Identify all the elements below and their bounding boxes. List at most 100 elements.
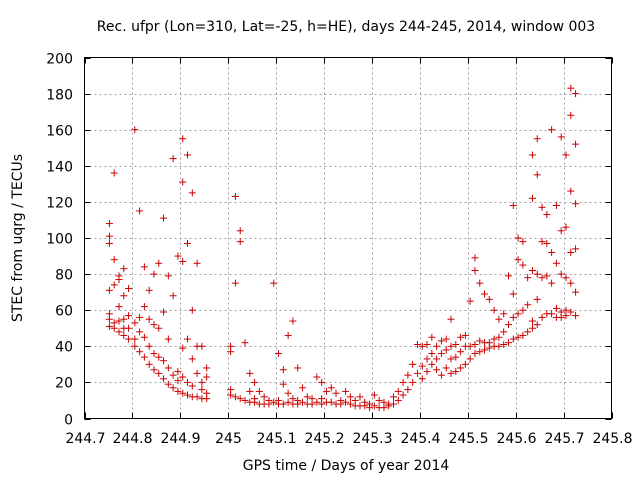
- data-point: [115, 317, 123, 325]
- data-point: [174, 377, 182, 385]
- data-point: [164, 380, 172, 388]
- y-tick-label: 100: [46, 232, 73, 248]
- data-point: [231, 279, 239, 287]
- data-point: [105, 286, 113, 294]
- data-point: [179, 373, 187, 381]
- y-tick-label: 180: [46, 88, 73, 104]
- data-point: [471, 266, 479, 274]
- data-point: [145, 315, 153, 323]
- data-point: [538, 238, 546, 246]
- x-tick-label: 244.7: [65, 431, 105, 447]
- data-point: [528, 151, 536, 159]
- data-point: [471, 254, 479, 262]
- data-point: [322, 387, 330, 395]
- y-tick-label: 120: [46, 196, 73, 212]
- data-point: [136, 313, 144, 321]
- data-point: [105, 239, 113, 247]
- data-point: [471, 340, 479, 348]
- data-point: [246, 369, 254, 377]
- data-point: [115, 276, 123, 284]
- data-point: [509, 335, 517, 343]
- data-point: [140, 263, 148, 271]
- data-point: [409, 360, 417, 368]
- data-point: [442, 346, 450, 354]
- data-point: [150, 321, 158, 329]
- data-point: [509, 313, 517, 321]
- data-point: [572, 288, 580, 296]
- data-point: [145, 360, 153, 368]
- data-point: [418, 362, 426, 370]
- data-point: [533, 321, 541, 329]
- data-point: [471, 350, 479, 358]
- data-point: [457, 333, 465, 341]
- data-point: [164, 364, 172, 372]
- data-point: [519, 331, 527, 339]
- data-point: [179, 257, 187, 265]
- data-point: [275, 350, 283, 358]
- data-point: [120, 292, 128, 300]
- data-point: [318, 400, 326, 408]
- data-point: [346, 393, 354, 401]
- data-point: [519, 261, 527, 269]
- data-point: [433, 342, 441, 350]
- data-point: [174, 252, 182, 260]
- data-point: [145, 342, 153, 350]
- x-tick-label: 245.6: [496, 431, 536, 447]
- data-point: [150, 350, 158, 358]
- y-tick-label: 140: [46, 160, 73, 176]
- data-point: [495, 342, 503, 350]
- data-point: [105, 220, 113, 228]
- ticks-layer: 244.7 244.8 244.9 245 245.1 245.2 245.3 245.4 24…: [46, 52, 632, 448]
- data-point: [380, 404, 388, 412]
- data-point: [131, 335, 139, 343]
- data-point: [552, 202, 560, 210]
- data-point: [543, 239, 551, 247]
- data-point: [423, 340, 431, 348]
- data-point: [120, 315, 128, 323]
- data-point: [332, 389, 340, 397]
- data-point: [447, 342, 455, 350]
- data-point: [337, 400, 345, 408]
- data-point: [404, 371, 412, 379]
- x-tick-label: 245.2: [304, 431, 344, 447]
- data-point: [390, 400, 398, 408]
- data-point: [160, 375, 168, 383]
- data-point: [294, 400, 302, 408]
- data-point: [452, 353, 460, 361]
- data-point: [495, 333, 503, 341]
- data-point: [485, 344, 493, 352]
- data-point: [203, 364, 211, 372]
- data-point: [284, 331, 292, 339]
- data-point: [160, 308, 168, 316]
- data-point: [538, 313, 546, 321]
- data-point: [318, 378, 326, 386]
- data-point: [562, 223, 570, 231]
- data-point: [188, 355, 196, 363]
- data-point: [140, 303, 148, 311]
- data-point: [115, 328, 123, 336]
- data-point: [394, 396, 402, 404]
- data-point: [356, 393, 364, 401]
- data-point: [572, 245, 580, 253]
- data-point: [298, 384, 306, 392]
- data-point: [476, 337, 484, 345]
- data-point: [572, 312, 580, 320]
- data-point: [308, 400, 316, 408]
- data-point: [567, 111, 575, 119]
- data-point: [533, 270, 541, 278]
- data-point: [236, 395, 244, 403]
- data-point: [423, 368, 431, 376]
- data-point: [567, 308, 575, 316]
- data-point: [524, 274, 532, 282]
- data-point: [476, 348, 484, 356]
- points-layer: [105, 84, 580, 412]
- data-point: [413, 340, 421, 348]
- data-point: [557, 227, 565, 235]
- data-point: [375, 396, 383, 404]
- y-tick-label: 0: [64, 413, 73, 429]
- data-point: [227, 391, 235, 399]
- data-point: [404, 386, 412, 394]
- data-point: [174, 387, 182, 395]
- data-point: [150, 270, 158, 278]
